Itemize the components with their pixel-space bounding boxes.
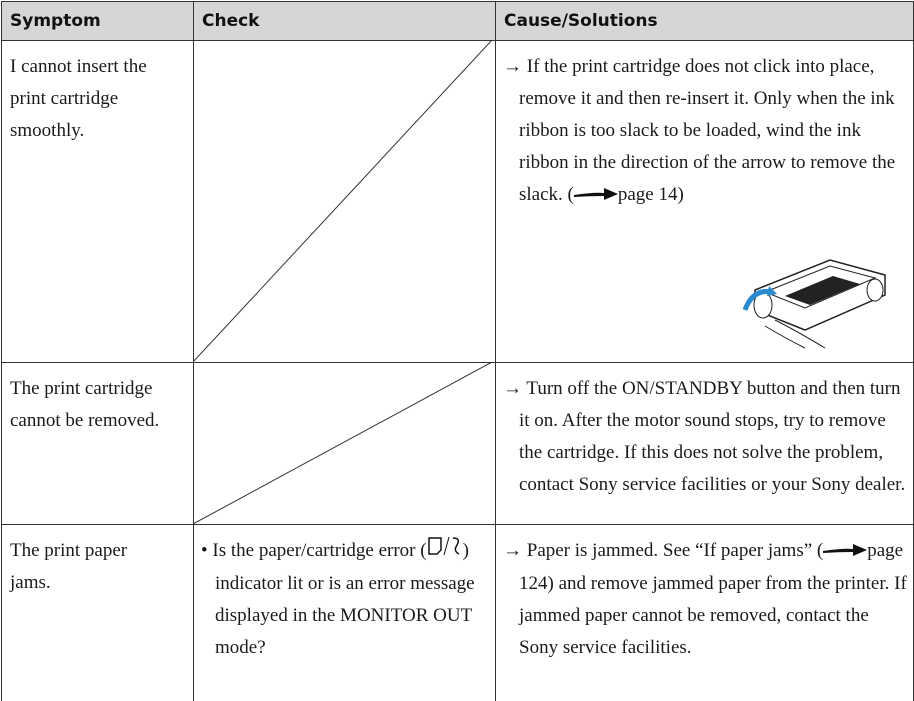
text: → Turn off the ON/STANDBY button and the…	[503, 378, 906, 495]
text: • Is the paper/cartridge error (	[201, 540, 427, 561]
check-cell	[193, 40, 495, 362]
symptom-cell: The print cartridge cannot be removed.	[1, 362, 193, 524]
text: page 14)	[617, 184, 684, 205]
cause-cell: → Paper is jammed. See “If paper jams” (…	[495, 524, 913, 701]
text: → Paper is jammed. See “If paper jams” (	[503, 540, 824, 561]
text: The print cartridge cannot be removed.	[10, 378, 160, 431]
text: I cannot insert the print cartridge smoo…	[10, 56, 147, 141]
symptom-cell: The print paper jams.	[1, 524, 193, 701]
check-cell	[193, 362, 495, 524]
cause-cell: → If the print cartridge does not click …	[495, 40, 913, 362]
text: ) indicator lit or is an error message d…	[215, 540, 475, 659]
header-cell: Cause/Solutions	[495, 2, 913, 40]
header-cell: Check	[193, 2, 495, 40]
rule	[193, 1, 194, 701]
rule	[1, 40, 914, 41]
rule	[1, 362, 914, 363]
text: The print paper jams.	[10, 540, 128, 593]
icon	[427, 535, 463, 568]
check-cell: • Is the paper/cartridge error () indica…	[193, 524, 495, 701]
rule	[1, 524, 914, 525]
rule	[1, 1, 2, 701]
diagonal	[193, 40, 493, 362]
cause-cell: → Turn off the ON/STANDBY button and the…	[495, 362, 913, 524]
symptom-cell: I cannot insert the print cartridge smoo…	[1, 40, 193, 362]
rule	[1, 1, 914, 2]
diagonal	[193, 362, 493, 524]
cartridge-illustration	[742, 259, 886, 349]
rule	[495, 1, 496, 701]
header-cell: Symptom	[1, 2, 193, 40]
text: page 124) and remove jammed paper from t…	[519, 540, 907, 658]
text: → If the print cartridge does not click …	[503, 56, 896, 205]
icon	[823, 536, 868, 568]
icon	[573, 180, 618, 212]
